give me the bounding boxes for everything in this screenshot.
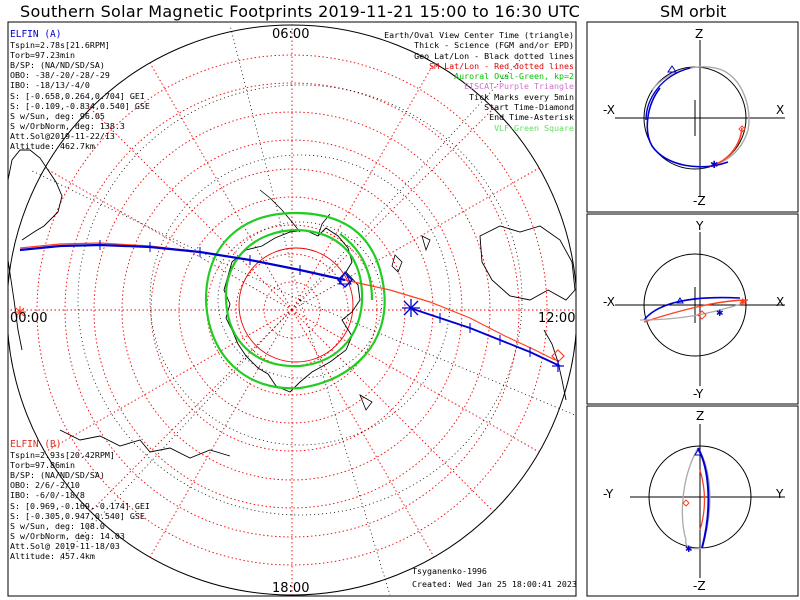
elfin-b-end-asterisk — [14, 306, 26, 318]
elfin-a-line: IBO: -18/13/-4/0 — [10, 80, 90, 91]
elfin-b-line: S w/OrbNorm, deg: 14.03 — [10, 530, 125, 541]
elfin-b-line: S: [-0.305,0.947,0.540] GSE — [10, 510, 145, 521]
elfin-b-line: Altitude: 457.4km — [10, 551, 95, 562]
elfin-a-line: S: [-0.658,0.264,0.704] GEI — [10, 90, 145, 101]
mlt-label-left: 00:00 — [10, 311, 47, 326]
elfin-b-line: Att.Sol@ 2019-11-18/03 — [10, 540, 120, 551]
orbit-1-bottom: -Z — [693, 194, 706, 208]
australia-coastline — [479, 225, 576, 301]
elfin-a-line: S w/OrbNorm, deg: 138.3 — [10, 120, 125, 131]
elfin-b-info: ELFIN (B) Tspin=2.93s[20.42RPM] Torb=97.… — [10, 439, 150, 562]
elfin-a-tick-marks — [99, 240, 531, 357]
legend-item: SM Lat/Lon - Red dotted lines — [429, 60, 574, 71]
legend-item: EISCAT-Purple Triangle — [464, 81, 574, 92]
mlt-labels: 06:00 12:00 18:00 00:00 — [10, 27, 575, 596]
orbit-3-right: Y — [775, 487, 784, 501]
elfin-a-line: Torb=97.23min — [10, 50, 75, 61]
legend-item: Auroral Oval-Green, kp=2 — [454, 71, 574, 82]
orbit-panel-title: SM orbit — [660, 2, 727, 21]
orbit-2-asterisk-b: ✱ — [739, 298, 747, 308]
orbit-axis-labels: Z -Z -X X Y -Y -X X Z -Z -Y Y — [603, 27, 784, 593]
elfin-a-line: S w/Sun, deg: 96.05 — [10, 110, 105, 121]
new-zealand-coastline — [543, 329, 567, 401]
mlt-label-bottom: 18:00 — [272, 581, 309, 596]
elfin-b-line: B/SP: (NA/ND/SD/SA) — [10, 470, 105, 481]
legend-item: Start Time-Diamond — [484, 102, 574, 113]
orbit-panel-3-plot: ✱ — [630, 424, 785, 578]
elfin-a-line: Tspin=2.78s[21.6RPM] — [10, 40, 110, 51]
elfin-a-info: ELFIN (A) Tspin=2.78s[21.6RPM] Torb=97.2… — [10, 29, 150, 152]
map-frame — [7, 21, 577, 597]
elfin-a-view-triangle — [338, 270, 352, 285]
legend-item: Geo Lat/Lon - Black dotted lines — [414, 50, 574, 61]
orbit-panel-yz — [586, 405, 799, 597]
elfin-b-line: Torb=97.86min — [10, 460, 75, 471]
orbit-panels: ✱ ✱ ✱ ✱ — [586, 21, 799, 597]
island-coastlines — [359, 235, 431, 411]
orbit-2-asterisk: ✱ — [716, 309, 724, 319]
orbit-panel-2-plot: ✱ ✱ — [615, 232, 785, 386]
elfin-b-line: IBO: -6/0/-18/8 — [10, 490, 85, 501]
orbit-2-right: X — [776, 295, 784, 309]
elfin-b-name: ELFIN (B) — [10, 439, 62, 450]
orbit-3-bottom: -Z — [693, 579, 706, 593]
elfin-b-line: S w/Sun, deg: 108.0 — [10, 520, 105, 531]
elfin-a-start-diamond — [337, 272, 353, 288]
orbit-panel-xy — [586, 213, 799, 405]
legend-item: Tick Marks every 5min — [469, 91, 574, 102]
mlt-label-top: 06:00 — [272, 27, 309, 42]
orbit-3-left: -Y — [603, 487, 614, 501]
legend-item: VLF-Green Square — [494, 122, 574, 133]
legend: Earth/Oval View Center Time (triangle) T… — [384, 30, 574, 133]
elfin-a-line: Att.Sol@2019-11-22/13 — [10, 130, 115, 141]
legend-item: Thick - Science (FGM and/or EPD) — [414, 40, 574, 51]
orbit-3-asterisk: ✱ — [685, 545, 693, 555]
africa-coastline — [59, 429, 231, 459]
orbit-2-top: Y — [695, 219, 704, 233]
legend-item: End Time-Asterisk — [489, 112, 574, 123]
orbit-2-bottom: -Y — [693, 387, 704, 401]
orbit-1-left: -X — [603, 103, 615, 117]
mlt-label-right: 12:00 — [538, 311, 575, 326]
elfin-a-line: B/SP: (NA/ND/SD/SA) — [10, 60, 105, 71]
elfin-a-marker-right — [552, 360, 564, 372]
orbit-panel-1-plot: ✱ — [615, 40, 785, 196]
orbit-1-right: X — [776, 103, 784, 117]
credit-author: Tsyganenko-1996 — [412, 566, 487, 576]
sm-lon-lines — [8, 25, 576, 595]
elfin-a-line: S: [-0.109,-0.834,0.540] GSE — [10, 100, 150, 111]
orbit-1-asterisk: ✱ — [710, 160, 718, 171]
elfin-b-line: S: [0.969,-0.169,-0.174] GEI — [10, 500, 150, 511]
orbit-1-top: Z — [695, 27, 703, 41]
legend-item: Earth/Oval View Center Time (triangle) — [384, 30, 574, 40]
credit-created: Created: Wed Jan 25 18:00:41 2023 — [412, 579, 577, 589]
sm-pole-circle — [238, 247, 354, 363]
elfin-a-track — [19, 240, 564, 372]
elfin-a-line: OBO: -38/-20/-28/-29 — [10, 70, 110, 81]
elfin-b-line: Tspin=2.93s[20.42RPM] — [10, 450, 115, 461]
elfin-b-line: OBO: 2/6/-2/10 — [10, 480, 80, 491]
orbit-panel-xz — [586, 21, 799, 213]
orbit-2-left: -X — [603, 295, 615, 309]
elfin-a-end-asterisk — [402, 299, 420, 317]
orbit-3-top: Z — [696, 409, 704, 423]
geo-grid — [29, 24, 576, 596]
elfin-a-name: ELFIN (A) — [10, 29, 62, 40]
polar-map — [8, 24, 576, 596]
elfin-a-line: Altitude: 462.7km — [10, 141, 95, 152]
page-title: Southern Solar Magnetic Footprints 2019-… — [20, 2, 581, 21]
south-america-coastline — [8, 149, 63, 351]
